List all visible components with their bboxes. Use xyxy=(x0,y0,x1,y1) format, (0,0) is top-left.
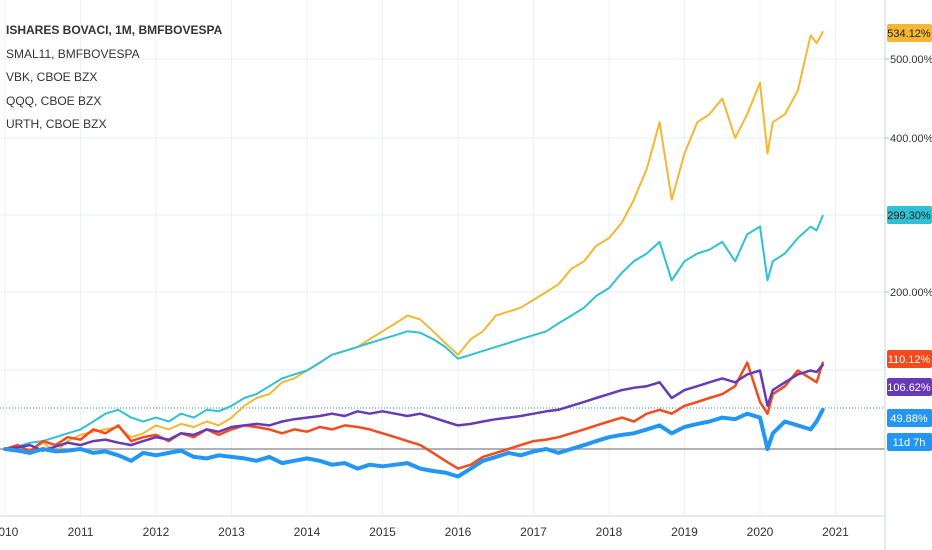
price-label-text-4: 49.88% xyxy=(890,413,928,425)
x-tick-2016: 2016 xyxy=(445,525,472,539)
price-label-bg-4 xyxy=(887,409,932,427)
price-label-2: 110.12% xyxy=(887,350,932,368)
price-label-text-3: 106.62% xyxy=(887,382,931,394)
price-label-text-1: 299.30% xyxy=(887,210,931,222)
chart-axes xyxy=(0,0,886,550)
price-label-5: 11d 7h xyxy=(887,433,932,451)
price-label-1: 299.30% xyxy=(887,206,932,224)
x-tick-2013: 2013 xyxy=(218,525,245,539)
x-tick-2015: 2015 xyxy=(369,525,396,539)
legend-entry-urth[interactable]: URTH, CBOE BZX xyxy=(6,117,107,131)
legend-entry-smal11[interactable]: SMAL11, BMFBOVESPA xyxy=(6,46,140,61)
series-line-2 xyxy=(3,361,824,470)
price-label-bg-2 xyxy=(887,350,932,368)
series-line-3 xyxy=(3,363,824,452)
x-axis-ticks: 2010 2011 2012 2013 2014 2015 2016 2017 2018 2019… xyxy=(0,525,849,539)
reference-lines xyxy=(0,407,885,450)
price-label-text-2: 110.12% xyxy=(888,354,931,366)
legend-entry-qqq[interactable]: QQQ, CBOE BZX xyxy=(6,93,102,108)
x-tick-2019: 2019 xyxy=(671,525,698,539)
x-tick-2012: 2012 xyxy=(143,525,170,539)
x-tick-2021: 2021 xyxy=(822,525,849,539)
price-label-3: 106.62% xyxy=(887,378,932,396)
price-labels: 534.12% 299.30% 110.12% 106.62% 49.88% 11d 7h xyxy=(887,24,932,451)
price-label-bg-0 xyxy=(887,24,932,42)
x-tick-2018: 2018 xyxy=(596,525,623,539)
price-label-4: 49.88% xyxy=(887,409,932,427)
legend-entry-bova11[interactable]: ISHARES BOVACI, 1M, BMFBOVESPA xyxy=(6,23,223,37)
x-tick-2010: 2010 xyxy=(0,525,19,539)
series-lines xyxy=(3,31,825,479)
price-label-text-0: 534.12% xyxy=(887,28,931,40)
price-label-0: 534.12% xyxy=(887,24,932,42)
x-tick-2011: 2011 xyxy=(68,525,94,539)
x-tick-2017: 2017 xyxy=(520,525,547,539)
x-tick-2020: 2020 xyxy=(747,525,774,539)
chart-legend: ISHARES BOVACI, 1M, BMFBOVESPA SMAL11, B… xyxy=(6,20,222,138)
y-tick-label-0: 500.00% xyxy=(890,54,932,66)
y-tick-label-1: 400.00% xyxy=(890,133,932,145)
price-label-bg-3 xyxy=(887,378,932,396)
price-label-bg-1 xyxy=(887,206,932,224)
series-line-4 xyxy=(3,407,825,479)
price-label-text-5: 11d 7h xyxy=(893,437,926,449)
price-label-bg-5 xyxy=(887,433,932,451)
legend-entry-vbk[interactable]: VBK, CBOE BZX xyxy=(6,70,98,84)
x-tick-2014: 2014 xyxy=(294,525,321,539)
series-line-0 xyxy=(4,31,824,454)
y-axis-ticks: 500.00% 400.00% 200.00% xyxy=(885,54,932,299)
y-tick-label-2: 200.00% xyxy=(890,287,932,299)
series-line-1 xyxy=(4,214,824,450)
